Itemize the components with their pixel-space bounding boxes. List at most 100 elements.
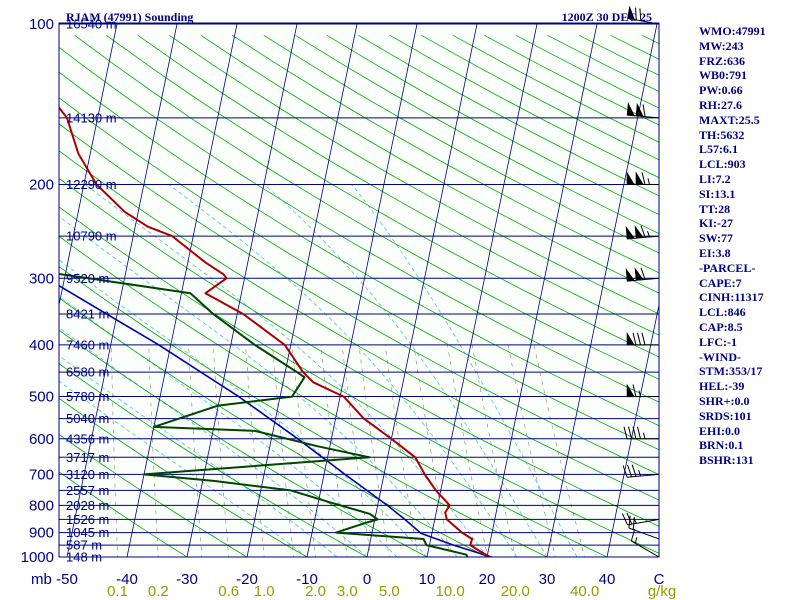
wind-barb-feather [627, 464, 633, 477]
temperature-tick-label: 20 [479, 571, 496, 588]
dry-adiabat-line [59, 97, 659, 451]
dry-adiabat-line [59, 433, 248, 557]
index-entry: LCL:846 [699, 305, 746, 320]
height-label: 3120 m [66, 467, 109, 482]
height-label: 2028 m [66, 498, 109, 513]
height-label: 3717 m [66, 450, 109, 465]
wind-barb-feather [641, 332, 646, 346]
wind-barb-half-feather [647, 230, 650, 238]
height-label: 2557 m [66, 483, 109, 498]
index-entry: FRZ:636 [699, 53, 745, 68]
wind-barb-feather [623, 426, 628, 439]
pressure-tick-label: 300 [29, 270, 54, 287]
index-entry: PW:0.66 [699, 83, 743, 98]
dry-adiabat-line [59, 177, 659, 527]
dry-adiabat-line [263, 34, 659, 254]
wind-barb-feather [640, 267, 646, 280]
wind-barb-feather [639, 8, 642, 21]
mixing-ratio-unit-label: g/kg [648, 583, 676, 600]
wind-barb-feather [622, 465, 628, 478]
wind-barb-feather [635, 7, 637, 21]
dry-adiabat-line [169, 34, 659, 315]
wind-barb-half-feather [633, 517, 637, 524]
temperature-tick-label: -10 [296, 571, 318, 588]
index-entry: CAPE:7 [699, 275, 742, 290]
pressure-tick-label: 600 [29, 431, 54, 448]
wind-barb-feather [632, 426, 637, 439]
wind-barb-feather [628, 426, 632, 439]
pressure-unit-label: mb [31, 571, 52, 588]
index-entry: MAXT:25.5 [699, 112, 760, 127]
dry-adiabat-line [59, 397, 308, 557]
dry-adiabat-line [232, 34, 659, 274]
parcel-path [59, 284, 494, 557]
mixing-ratio-label: 5.0 [379, 583, 400, 600]
isotherm-line [606, 303, 659, 557]
pressure-tick-label: 100 [29, 16, 54, 33]
pressure-tick-label: 400 [29, 337, 54, 354]
dry-adiabat-line [59, 123, 659, 475]
temperature-tick-label: 40 [599, 571, 616, 588]
isobars [59, 23, 659, 557]
index-entry: MW:243 [699, 38, 744, 53]
isotherm-line [426, 23, 538, 557]
index-entry: L57:6.1 [699, 142, 738, 157]
dry-adiabat-line [200, 34, 659, 294]
wind-barb [630, 528, 660, 558]
time-title: 1200Z 30 DEC 25 [562, 10, 652, 24]
wind-barb [625, 267, 660, 282]
mixing-ratio-label: 0.6 [218, 583, 239, 600]
height-label: 1526 m [66, 512, 109, 527]
mixing-ratio-line [471, 344, 516, 557]
height-label: 8421 m [66, 307, 109, 322]
wind-barb [626, 383, 660, 398]
isotherm-line [486, 23, 598, 557]
index-entry: LFC:-1 [699, 334, 737, 349]
wind-barb-flag [626, 171, 635, 185]
wind-barb-half-feather [634, 537, 638, 544]
mixing-ratio-label: 1.0 [254, 583, 275, 600]
sounding-profiles [59, 105, 494, 557]
moist-adiabat-line [59, 259, 428, 557]
index-entry: TT:28 [699, 201, 731, 216]
isotherm-line [306, 23, 418, 557]
pressure-tick-label: 200 [29, 176, 54, 193]
index-entry: SHR+:0.0 [699, 393, 750, 408]
wind-barb-flag [627, 5, 636, 21]
index-entry: KI:-27 [699, 216, 733, 231]
height-label: 148 m [66, 550, 102, 565]
dry-adiabat-line [74, 34, 659, 380]
index-entry: BRN:0.1 [699, 438, 744, 453]
wind-barb-feather [642, 104, 646, 117]
dry-adiabat-line [106, 34, 659, 358]
dewpoint-profile [59, 273, 469, 557]
wind-barb-feather [637, 426, 641, 439]
index-entry: LI:7.2 [699, 171, 731, 186]
height-label: 4356 m [66, 431, 109, 446]
pressure-tick-label: 1000 [21, 549, 54, 566]
pressure-tick-label: 800 [29, 497, 54, 514]
stability-indices-panel: WMO:47991 MW:243 FRZ:636 WB0:791 PW:0.66 RH:2… [699, 24, 799, 468]
index-entry: -PARCEL- [699, 260, 756, 275]
dry-adiabat-line [59, 71, 659, 427]
isotherm-line [59, 23, 118, 308]
wind-barb-feather [640, 225, 646, 238]
wind-barb [626, 101, 660, 119]
isotherm-line [0, 12, 59, 568]
dry-adiabat-line [59, 297, 488, 557]
wind-barb-feather [632, 332, 637, 346]
background-grid [0, 12, 659, 568]
wind-barb-half-feather [647, 178, 650, 185]
temperature-tick-label: 30 [539, 571, 556, 588]
dry-adiabat-line [59, 150, 659, 501]
height-label: 9520 m [66, 271, 109, 286]
temperature-tick-label: 0 [363, 571, 371, 588]
pressure-tick-label: 500 [29, 389, 54, 406]
isotherm-line [246, 23, 358, 557]
moist-adiabat-line [84, 184, 488, 557]
dry-adiabat-line [137, 34, 659, 336]
temperature-tick-label: -40 [116, 571, 138, 588]
index-entry: SW:77 [699, 231, 734, 246]
wind-barbs [621, 5, 660, 558]
